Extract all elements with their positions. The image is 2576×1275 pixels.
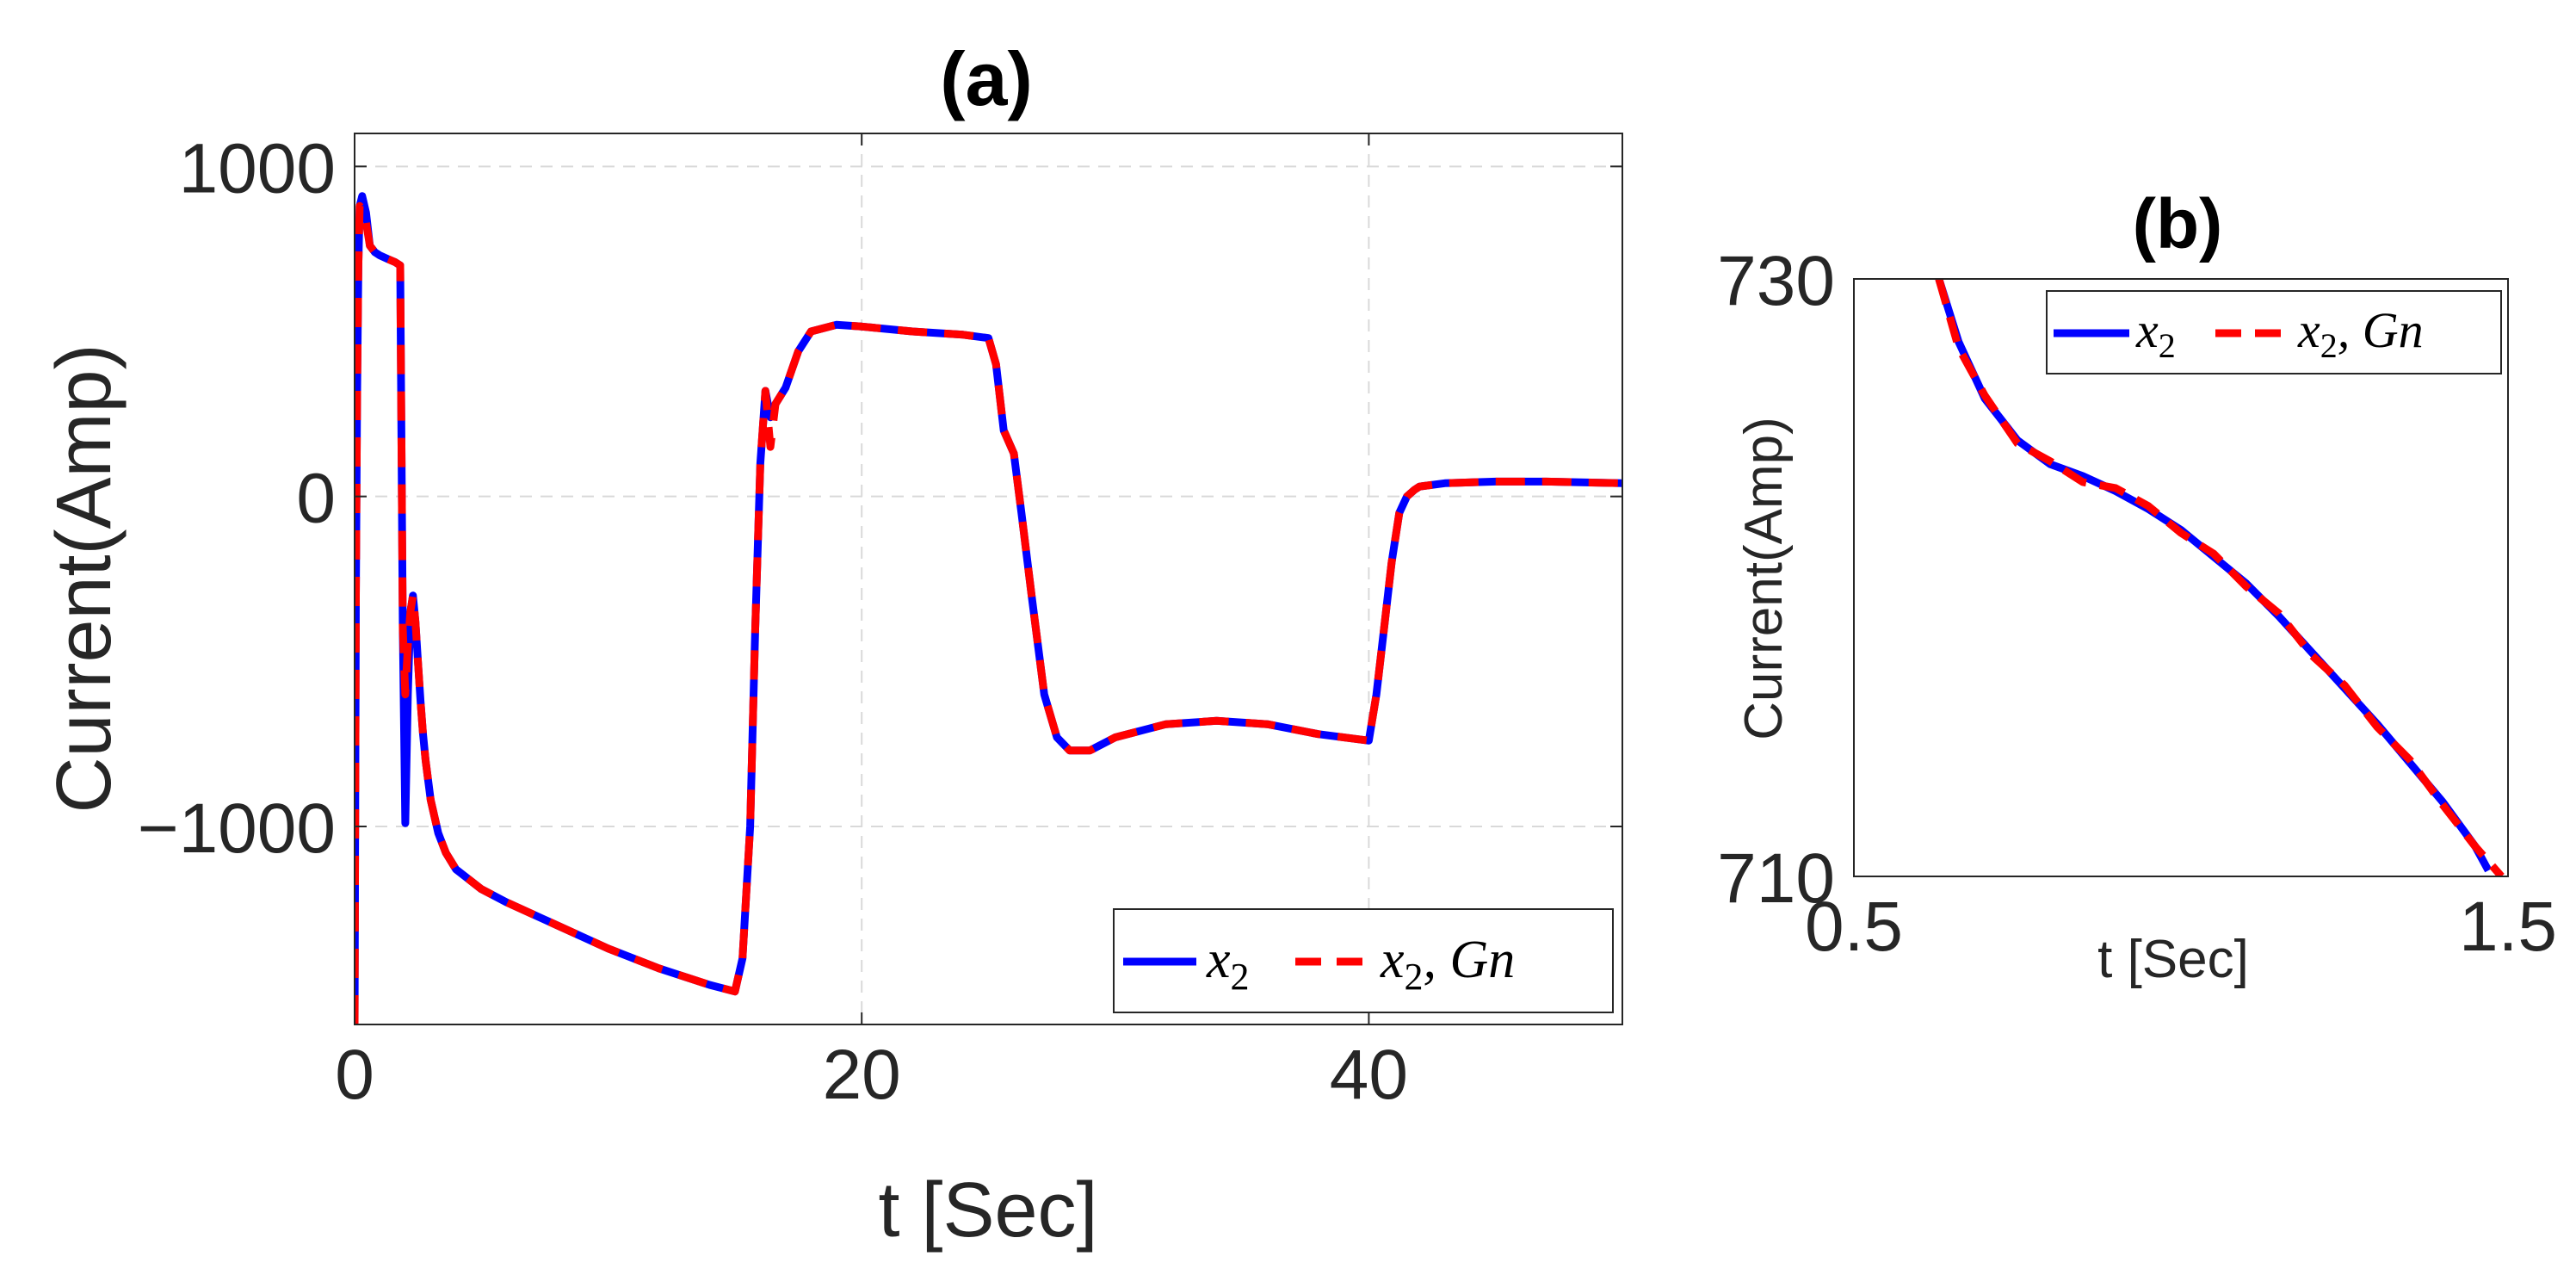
chart-a-ticks: 0 20 40 1000 0 −1000 bbox=[138, 129, 1622, 1114]
chart-a-series bbox=[355, 192, 1622, 1024]
chart-b-ytick-label: 730 bbox=[1717, 242, 1835, 320]
chart-a-xtick-label: 40 bbox=[1330, 1036, 1408, 1114]
chart-b-legend: x2 x2, Gn bbox=[2046, 290, 2502, 374]
chart-a-xtick-label: 20 bbox=[823, 1036, 901, 1114]
chart-b-xlabel: t [Sec] bbox=[2097, 930, 2249, 989]
chart-b-series bbox=[1935, 279, 2505, 876]
chart-a-xlabel: t [Sec] bbox=[878, 1167, 1097, 1253]
chart-b-ytick-label: 710 bbox=[1717, 839, 1835, 918]
legend-label-x2-gn: x2, Gn bbox=[2297, 302, 2424, 365]
chart-a-ytick-label: −1000 bbox=[138, 789, 336, 868]
chart-b-axes-box bbox=[1853, 278, 2509, 877]
chart-a-legend-box bbox=[1113, 908, 1614, 1013]
chart-b-series-x2-gn bbox=[1935, 279, 2505, 876]
chart-a-ytick-label: 1000 bbox=[179, 129, 336, 207]
chart-b-xtick-label: 1.5 bbox=[2459, 888, 2557, 966]
chart-b-ticks: 0.5 1.5 730 710 bbox=[1717, 242, 2557, 966]
chart-a-xtick-label: 0 bbox=[335, 1036, 374, 1114]
chart-a-ylabel: Current(Amp) bbox=[41, 344, 127, 813]
chart-a-ytick-label: 0 bbox=[296, 460, 336, 538]
chart-b-ylabel: Current(Amp) bbox=[1734, 417, 1794, 740]
chart-b-xtick-label: 0.5 bbox=[1805, 888, 1903, 966]
chart-a-series-x2-gn bbox=[355, 201, 1622, 1024]
chart-a-title: (a) bbox=[940, 36, 1033, 121]
chart-a: (a) 0 20 40 1000 0 −1000 t [Sec] Current(Amp)… bbox=[41, 36, 1623, 1253]
chart-a-axes-box bbox=[354, 133, 1623, 1025]
legend-label-x2: x2 bbox=[2135, 302, 2176, 365]
chart-b-title: (b) bbox=[2133, 185, 2223, 263]
chart-a-legend: x2 x2, Gn bbox=[1113, 908, 1614, 1013]
legend-label-x2-gn: x2, Gn bbox=[1380, 931, 1515, 998]
legend-label-x2: x2 bbox=[1206, 931, 1250, 998]
chart-b: (b) 0.5 1.5 730 710 t [Sec] Current(Amp) x2… bbox=[1717, 185, 2557, 989]
